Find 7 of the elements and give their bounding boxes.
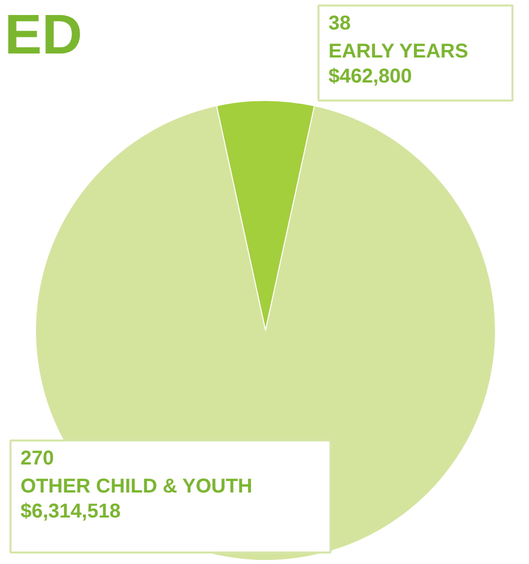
text: 270: [20, 448, 54, 470]
text: 38: [328, 12, 351, 34]
data-label: $6,314,518: [20, 500, 121, 522]
slice-label: EARLY YEARS: [328, 40, 468, 62]
slice-label: OTHER CHILD & YOUTH: [20, 476, 252, 498]
chart-title: ED: [4, 2, 82, 66]
data-label: $462,800: [328, 66, 412, 88]
